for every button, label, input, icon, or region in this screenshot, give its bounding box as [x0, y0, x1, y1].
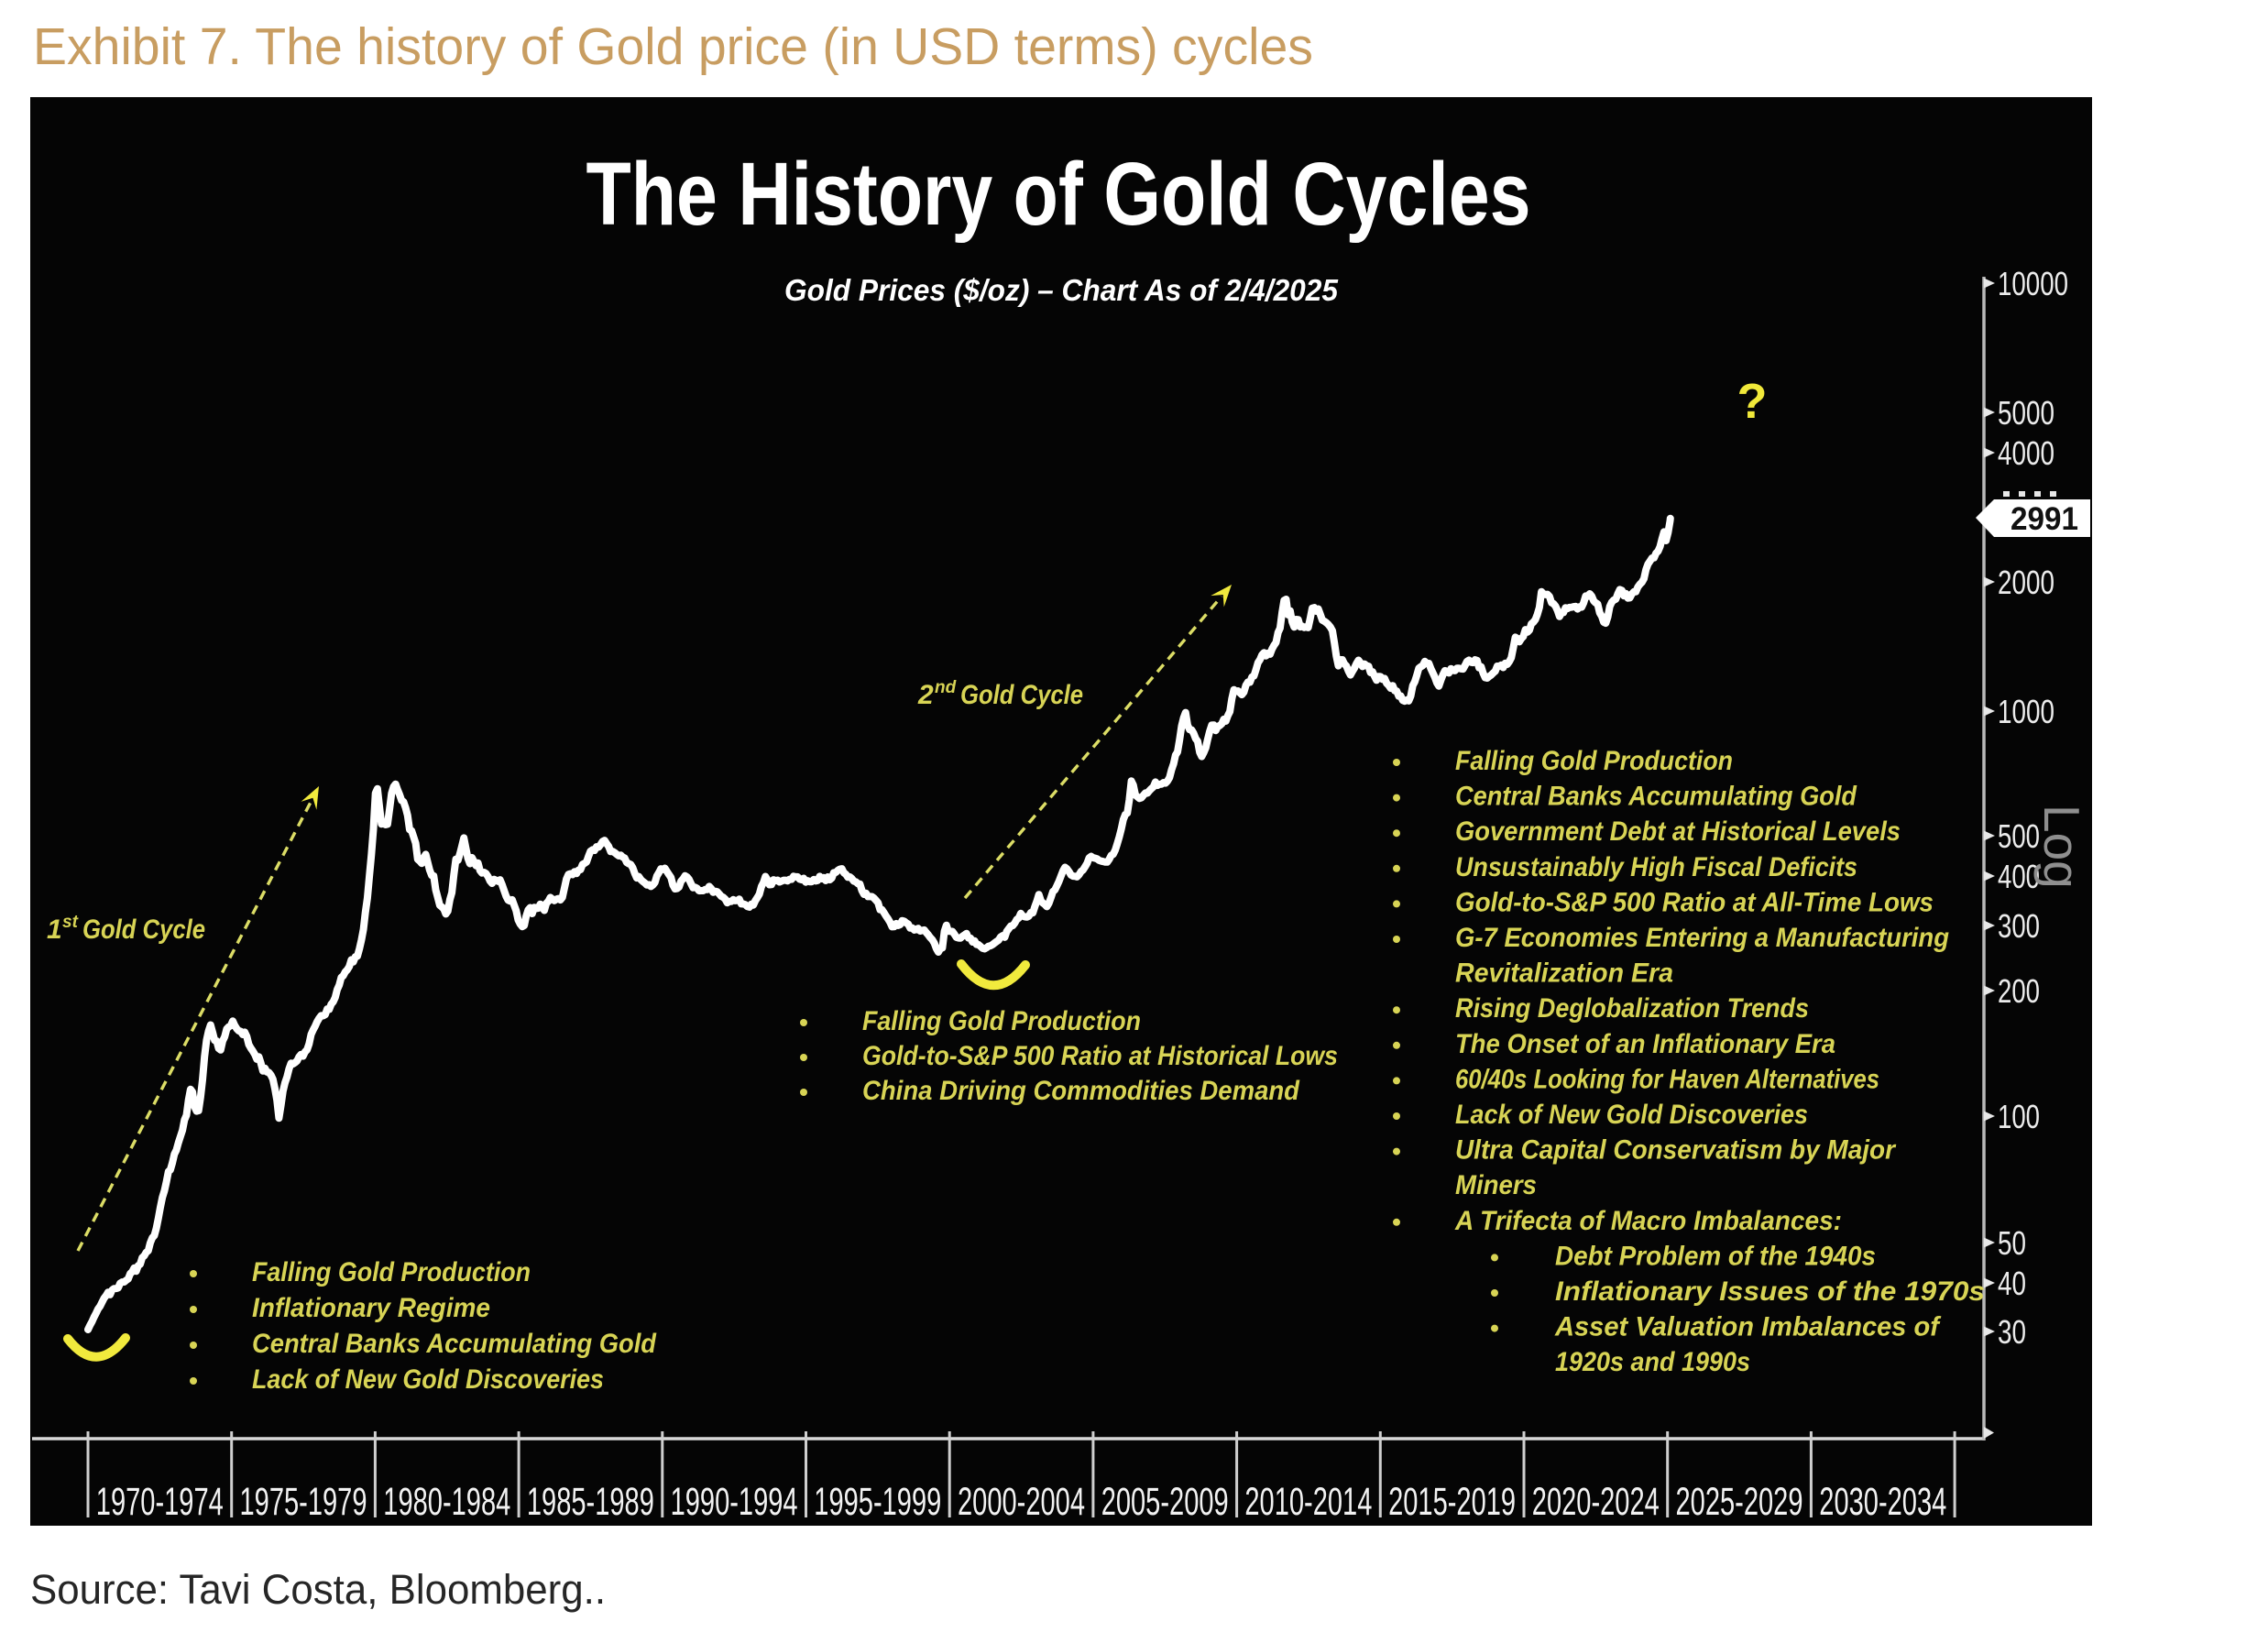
svg-text:300: 300	[1998, 907, 2040, 945]
svg-text:China Driving Commodities Dema: China Driving Commodities Demand	[862, 1076, 1300, 1106]
svg-text:Ultra Capital Conservatism by: Ultra Capital Conservatism by Major	[1455, 1135, 1897, 1166]
svg-text:Gold Prices ($/oz) – Chart As: Gold Prices ($/oz) – Chart As of 2/4/202…	[784, 273, 1339, 307]
svg-text:Gold-to-S&P 500 Ratio at All-T: Gold-to-S&P 500 Ratio at All-Time Lows	[1455, 887, 1934, 917]
svg-text:2: 2	[917, 680, 934, 710]
svg-text:Lack of New Gold Discoveries: Lack of New Gold Discoveries	[1455, 1100, 1808, 1130]
svg-text:2005-2009: 2005-2009	[1101, 1481, 1229, 1524]
svg-text:2015-2019: 2015-2019	[1388, 1481, 1516, 1524]
svg-text:The History of Gold Cycles: The History of Gold Cycles	[586, 144, 1531, 244]
svg-text:1000: 1000	[1998, 693, 2054, 730]
svg-text:Falling Gold Production: Falling Gold Production	[1455, 746, 1733, 776]
svg-text:1990-1994: 1990-1994	[671, 1481, 798, 1524]
svg-text:Government Debt at Historical: Government Debt at Historical Levels	[1455, 816, 1901, 847]
svg-text:Miners: Miners	[1455, 1170, 1537, 1200]
svg-text:1995-1999: 1995-1999	[814, 1481, 941, 1524]
svg-text:Unsustainably High Fiscal Defi: Unsustainably High Fiscal Deficits	[1455, 852, 1857, 882]
svg-text:2030-2034: 2030-2034	[1819, 1481, 1946, 1524]
svg-text:1980-1984: 1980-1984	[383, 1481, 510, 1524]
svg-text:1: 1	[47, 915, 62, 945]
svg-text:The Onset of an Inflationary E: The Onset of an Inflationary Era	[1455, 1029, 1835, 1059]
svg-text:Rising Deglobalization Trends: Rising Deglobalization Trends	[1455, 993, 1809, 1024]
svg-text:1920s and 1990s: 1920s and 1990s	[1555, 1347, 1750, 1377]
svg-text:Gold Cycle: Gold Cycle	[960, 680, 1083, 710]
svg-text:Central Banks Accumulating Gol: Central Banks Accumulating Gold	[1455, 782, 1857, 812]
svg-text:Central Banks Accumulating Gol: Central Banks Accumulating Gold	[252, 1329, 657, 1359]
svg-text:Gold-to-S&P 500 Ratio at Histo: Gold-to-S&P 500 Ratio at Historical Lows	[862, 1041, 1338, 1071]
svg-text:nd: nd	[935, 678, 957, 697]
svg-text:2020-2024: 2020-2024	[1532, 1481, 1660, 1524]
svg-text:Falling Gold Production: Falling Gold Production	[252, 1257, 531, 1287]
svg-text:Log: Log	[2033, 805, 2090, 889]
svg-text:1985-1989: 1985-1989	[527, 1481, 654, 1524]
svg-text:50: 50	[1998, 1224, 2026, 1262]
svg-text:5000: 5000	[1998, 394, 2054, 432]
svg-text:G-7 Economies Entering a Manuf: G-7 Economies Entering a Manufacturing	[1455, 923, 1949, 953]
svg-text:30: 30	[1998, 1313, 2026, 1351]
svg-text:Debt Problem of the 1940s: Debt Problem of the 1940s	[1555, 1241, 1876, 1271]
svg-text:Lack of New Gold Discoveries: Lack of New Gold Discoveries	[252, 1364, 604, 1395]
svg-text:10000: 10000	[1998, 265, 2068, 302]
svg-text:?: ?	[1737, 374, 1768, 429]
svg-text:2000-2004: 2000-2004	[958, 1481, 1085, 1524]
svg-text:4000: 4000	[1998, 434, 2054, 472]
svg-text:400: 400	[1998, 858, 2040, 895]
svg-text:Source: Tavi Costa, Bloomberg.: Source: Tavi Costa, Bloomberg..	[30, 1566, 606, 1613]
svg-text:Gold Cycle: Gold Cycle	[82, 915, 205, 945]
svg-text:100: 100	[1998, 1098, 2040, 1135]
svg-text:2025-2029: 2025-2029	[1676, 1481, 1803, 1524]
svg-text:1970-1974: 1970-1974	[96, 1481, 224, 1524]
svg-text:A Trifecta of Macro Imbalances: A Trifecta of Macro Imbalances:	[1454, 1206, 1842, 1236]
svg-text:500: 500	[1998, 817, 2040, 855]
svg-text:Asset Valuation Imbalances of: Asset Valuation Imbalances of	[1554, 1312, 1942, 1342]
svg-text:2991: 2991	[2011, 501, 2078, 537]
svg-text:Falling Gold Production: Falling Gold Production	[862, 1006, 1141, 1036]
svg-text:Exhibit 7. The history of Gold: Exhibit 7. The history of Gold price (in…	[33, 17, 1313, 75]
svg-text:2010-2014: 2010-2014	[1244, 1481, 1372, 1524]
svg-text:Inflationary Regime: Inflationary Regime	[252, 1293, 490, 1323]
svg-text:200: 200	[1998, 972, 2040, 1010]
svg-text:1975-1979: 1975-1979	[240, 1481, 367, 1524]
svg-text:Revitalization Era: Revitalization Era	[1455, 958, 1673, 989]
svg-text:40: 40	[1998, 1265, 2026, 1302]
svg-text:2000: 2000	[1998, 564, 2054, 601]
svg-text:st: st	[62, 913, 79, 932]
svg-text:Inflationary Issues of the 197: Inflationary Issues of the 1970s	[1555, 1276, 1985, 1307]
svg-text:60/40s Looking for Haven Alter: 60/40s Looking for Haven Alternatives	[1455, 1064, 1879, 1094]
